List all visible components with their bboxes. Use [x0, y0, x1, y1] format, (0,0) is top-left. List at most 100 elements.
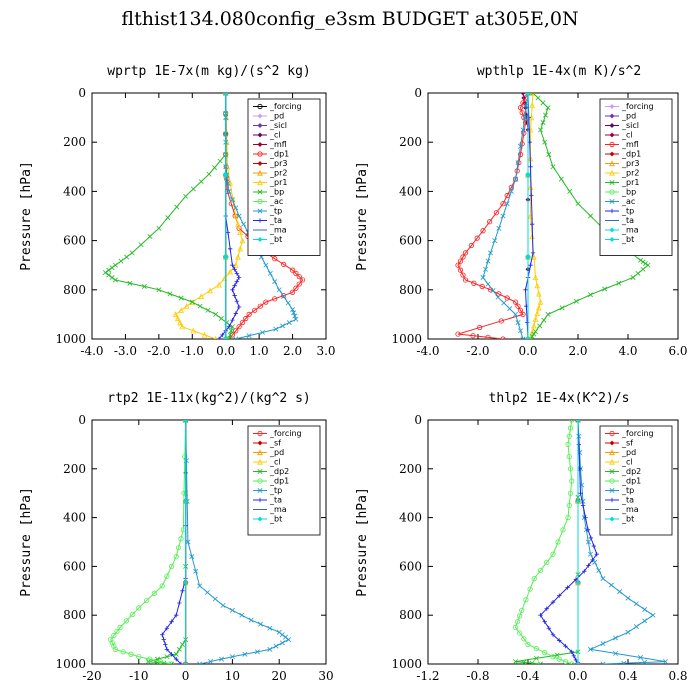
data-point — [216, 336, 222, 339]
data-point — [518, 328, 523, 334]
data-point — [462, 250, 469, 256]
legend-marker — [257, 179, 263, 186]
data-point — [189, 299, 195, 305]
data-point — [571, 653, 577, 659]
legend-marker — [609, 160, 615, 167]
data-point — [267, 270, 273, 276]
series-line — [174, 93, 243, 339]
data-point — [530, 250, 536, 256]
legend-label: _ta — [269, 216, 282, 225]
data-point — [566, 433, 572, 439]
data-point — [276, 287, 282, 293]
legend: _forcing_pd_sicl_cl_mfl_dp1_pr3_pr2_pr1_… — [247, 98, 321, 256]
data-point — [520, 93, 526, 96]
data-point — [474, 235, 480, 241]
legend-label: _forcing — [269, 429, 302, 438]
data-point — [590, 557, 595, 563]
data-point — [286, 320, 292, 326]
data-point — [147, 234, 153, 239]
data-point — [190, 186, 196, 192]
data-point — [183, 193, 189, 199]
data-point — [594, 552, 599, 557]
data-point — [112, 262, 118, 268]
chart-title: rtp2 1E-11x(kg^2)/(kg^2 s) — [107, 391, 311, 406]
y-tick-label: 800 — [63, 608, 86, 622]
data-point — [183, 498, 189, 504]
data-point — [232, 283, 237, 288]
data-point — [460, 254, 466, 260]
x-tick-label: -4.0 — [80, 344, 103, 358]
data-point — [237, 245, 244, 252]
data-point — [174, 613, 179, 618]
data-point — [279, 640, 285, 646]
data-point — [638, 655, 643, 660]
x-tick-label: -1.2 — [416, 669, 439, 683]
data-point — [600, 641, 606, 647]
figure-title: flthist134.080config_e3sm BUDGET at305E,… — [121, 8, 579, 30]
legend: _forcing_sf_pd_cl_dp2_dp1_tp_ta_ma_bt — [599, 425, 673, 536]
data-point — [546, 152, 552, 157]
data-point — [109, 640, 115, 646]
legend-marker — [609, 122, 615, 129]
data-point — [223, 172, 229, 178]
data-point — [520, 311, 526, 317]
data-point — [642, 659, 648, 664]
series-markers — [102, 93, 235, 339]
series-line — [539, 420, 598, 664]
data-point — [495, 294, 501, 300]
data-point — [557, 593, 562, 598]
data-point — [233, 336, 239, 339]
data-point — [567, 188, 573, 194]
series-line — [457, 93, 529, 339]
data-point — [530, 93, 536, 96]
data-point — [625, 595, 631, 601]
data-point — [538, 127, 543, 133]
data-point — [531, 575, 537, 582]
series-markers — [512, 420, 575, 664]
y-axis-label: Pressure [hPa] — [355, 487, 370, 597]
data-point — [198, 293, 205, 299]
data-point — [272, 296, 278, 302]
data-point — [573, 298, 579, 304]
data-point — [193, 568, 199, 574]
data-point — [504, 201, 510, 207]
legend-label: _ac — [269, 197, 283, 206]
data-point — [217, 158, 223, 164]
data-point — [600, 661, 606, 664]
series-markers — [480, 93, 531, 339]
chart-title: wpthlp 1E-4x(m K)/s^2 — [477, 64, 641, 79]
data-point — [165, 215, 171, 221]
x-tick-label: 0.8 — [668, 669, 687, 683]
legend-marker — [609, 236, 615, 243]
data-point — [183, 458, 189, 464]
data-point — [531, 331, 537, 337]
legend-label: _pr2 — [269, 169, 287, 178]
data-point — [625, 629, 631, 635]
data-point — [227, 268, 234, 275]
data-point — [267, 625, 273, 631]
legend-label: _bt — [269, 235, 282, 244]
data-point — [515, 303, 521, 309]
data-point — [205, 307, 211, 313]
data-point — [109, 265, 115, 271]
data-point — [120, 649, 126, 655]
data-point — [527, 184, 534, 190]
legend-marker — [257, 103, 263, 110]
data-point — [532, 316, 539, 322]
data-point — [178, 307, 184, 313]
data-point — [508, 184, 514, 190]
data-point — [293, 285, 299, 291]
legend-label: _dp1 — [621, 477, 641, 486]
data-point — [106, 267, 112, 273]
legend-marker — [257, 458, 263, 465]
legend-label: _ta — [621, 216, 634, 225]
data-point — [228, 328, 234, 334]
data-point — [145, 659, 151, 664]
data-point — [529, 222, 535, 227]
data-point — [576, 442, 582, 447]
data-point — [533, 329, 538, 335]
x-tick-label: -1.0 — [181, 344, 204, 358]
legend: _forcing_sf_pd_cl_dp2_dp1_tp_ta_ma_bt — [247, 425, 321, 536]
data-point — [545, 311, 551, 317]
legend-marker — [257, 478, 263, 484]
